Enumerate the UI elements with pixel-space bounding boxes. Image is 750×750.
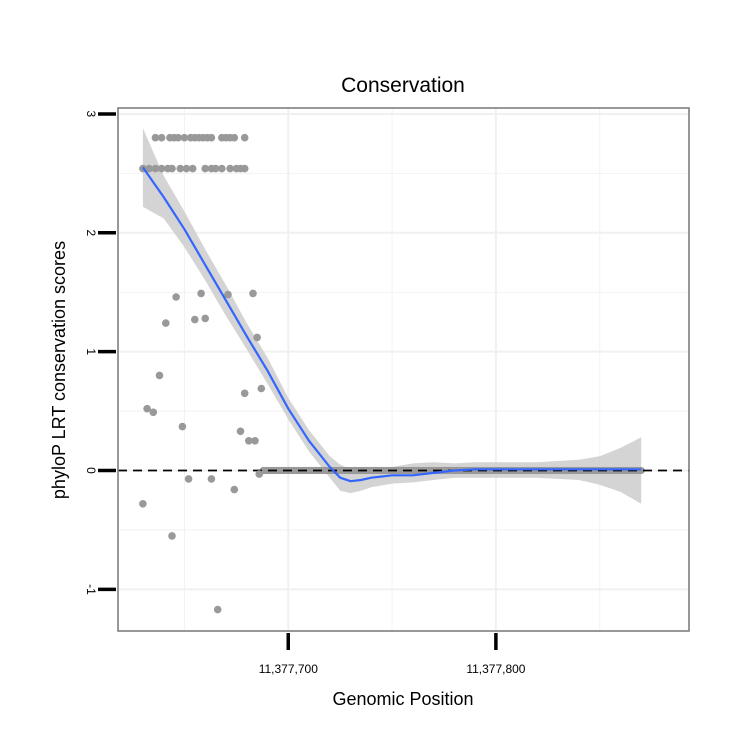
y-axis-label: phyloP LRT conservation scores [49, 241, 69, 499]
data-point [157, 164, 166, 173]
data-point [176, 164, 185, 173]
data-point [155, 371, 164, 380]
data-point [162, 319, 170, 327]
y-axis-ticks: -1 0 1 2 3 [84, 111, 116, 595]
data-point [145, 164, 153, 173]
data-point [207, 475, 216, 483]
data-point [191, 315, 199, 324]
data-point [143, 404, 151, 413]
data-point [172, 293, 180, 301]
plot-panel [118, 108, 689, 631]
data-point [240, 164, 249, 173]
data-point [197, 289, 205, 298]
data-point [188, 164, 197, 173]
confidence-band [142, 128, 642, 504]
data-point [213, 605, 222, 614]
y-tick-label: 2 [84, 229, 98, 236]
data-point [230, 133, 239, 142]
data-point [174, 133, 182, 142]
data-point [168, 532, 176, 540]
x-axis-label: Genomic Position [332, 689, 473, 709]
data-point [230, 485, 239, 494]
x-tick-label: 11,377,700 [259, 662, 318, 676]
data-point [139, 500, 147, 508]
y-tick-label: 1 [84, 348, 98, 355]
gridlines [118, 108, 689, 631]
data-point [168, 164, 176, 173]
data-point [226, 164, 234, 173]
smooth-line [141, 166, 642, 483]
data-point [218, 164, 226, 173]
data-point [207, 133, 216, 142]
data-point [180, 133, 189, 142]
chart-title: Conservation [341, 74, 465, 97]
data-point [157, 133, 166, 142]
smooth-trend-line [141, 166, 642, 483]
data-point [253, 333, 261, 342]
data-point [211, 164, 220, 173]
data-point [245, 437, 253, 445]
plot-border [117, 107, 690, 632]
data-point [151, 133, 160, 142]
data-point [149, 408, 158, 417]
data-point [236, 427, 245, 436]
y-tick-label: 3 [84, 111, 98, 118]
data-point [224, 290, 232, 299]
data-point [151, 164, 160, 173]
x-axis-ticks: 11,377,700 11,377,800 [259, 633, 526, 676]
confidence-band-area [142, 128, 642, 504]
y-tick-label: -1 [84, 584, 98, 595]
data-point [251, 437, 259, 445]
x-tick-label: 11,377,800 [466, 662, 525, 676]
data-point [240, 133, 249, 142]
data-point [201, 164, 209, 173]
data-point [257, 384, 266, 393]
data-point [182, 164, 191, 173]
data-point [255, 470, 263, 478]
y-tick-label: 0 [84, 467, 98, 474]
data-point [184, 475, 193, 483]
plot-background [118, 108, 689, 631]
data-point [178, 422, 187, 431]
score-points [139, 133, 266, 614]
data-point [249, 289, 257, 298]
data-point [201, 314, 209, 323]
data-point [240, 389, 249, 398]
